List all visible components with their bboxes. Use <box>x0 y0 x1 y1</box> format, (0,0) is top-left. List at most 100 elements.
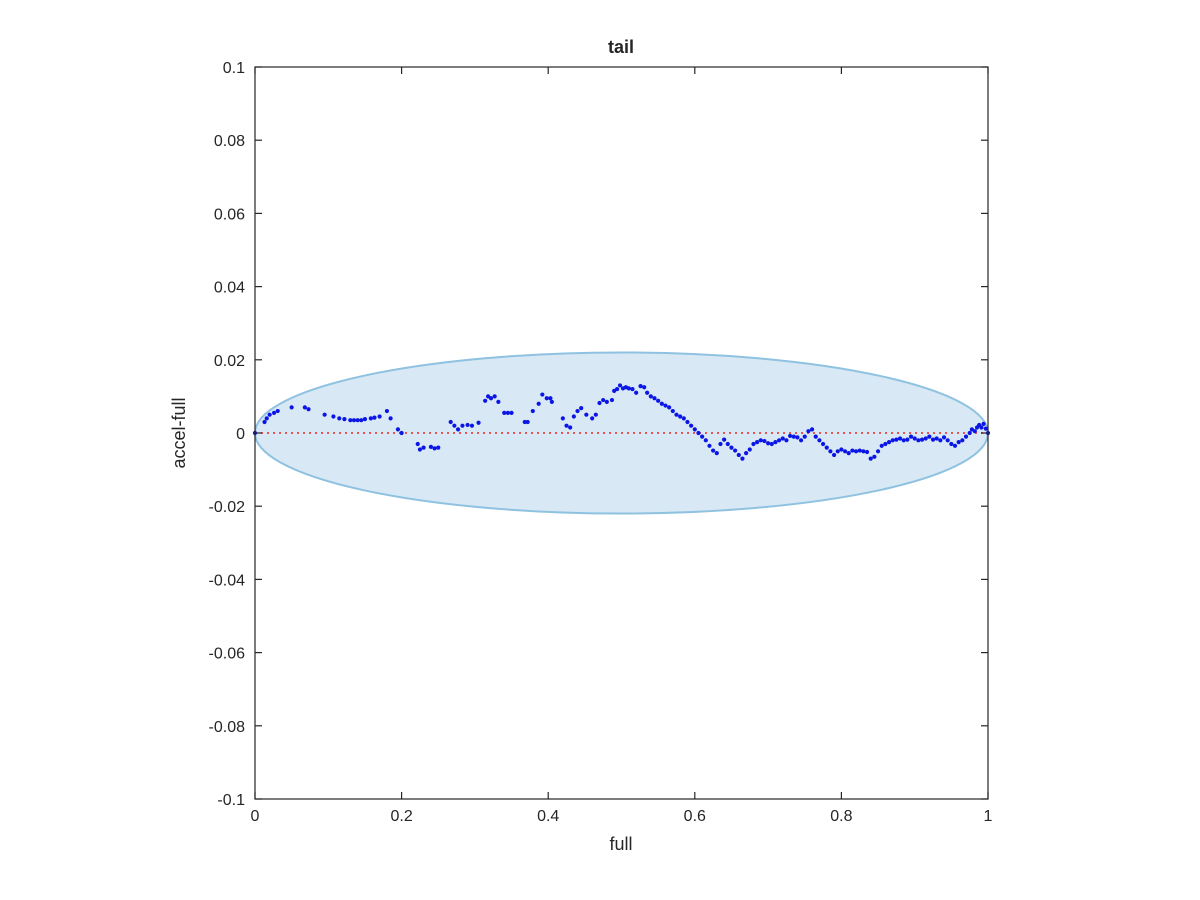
data-point <box>729 445 734 450</box>
axes: 0 0.2 0.4 0.6 0.8 1 0.1 0.08 0.06 0.04 0.02 0 -0.02 -… <box>209 60 993 825</box>
y-tick-label: -0.06 <box>209 646 246 663</box>
data-point <box>417 447 423 452</box>
data-point <box>886 440 892 445</box>
data-point <box>776 438 782 443</box>
data-point <box>751 441 756 447</box>
data-point <box>659 401 664 406</box>
data-point <box>740 456 745 461</box>
data-point <box>707 443 712 448</box>
y-tick-label: -0.04 <box>209 572 246 589</box>
data-point <box>322 412 327 417</box>
data-point <box>584 412 589 417</box>
data-point <box>952 443 958 448</box>
data-point <box>744 451 749 456</box>
data-point <box>945 438 950 443</box>
data-point <box>769 441 774 447</box>
data-point <box>648 394 653 399</box>
data-point <box>930 437 936 442</box>
data-point <box>839 447 844 452</box>
data-point <box>302 405 307 410</box>
chart-title: tail <box>608 37 634 57</box>
data-point <box>488 396 494 401</box>
data-point <box>718 441 723 447</box>
data-point <box>448 419 453 425</box>
data-point <box>912 436 917 441</box>
data-point <box>415 441 420 447</box>
data-point <box>831 452 837 458</box>
data-point <box>755 440 760 445</box>
y-tick-label: 0.06 <box>214 206 245 223</box>
x-axis-label: full <box>609 834 632 854</box>
data-point <box>916 438 921 443</box>
y-tick-label: -0.08 <box>209 719 246 736</box>
data-point <box>809 427 815 432</box>
data-point <box>267 412 272 417</box>
data-point <box>762 438 767 444</box>
data-point <box>766 441 771 446</box>
data-point <box>835 449 840 454</box>
data-point <box>784 438 789 443</box>
x-tick-label: 0.4 <box>537 808 559 825</box>
data-point <box>452 423 457 428</box>
data-point <box>525 419 530 425</box>
data-point <box>483 398 488 403</box>
data-point <box>530 408 535 414</box>
data-point <box>894 437 899 442</box>
data-point <box>813 434 818 439</box>
data-point <box>645 390 650 395</box>
data-point <box>846 451 851 456</box>
data-point <box>883 441 888 447</box>
data-point <box>868 456 873 461</box>
data-point <box>630 386 635 392</box>
data-point <box>685 419 690 425</box>
y-tick-label: -0.1 <box>217 792 245 809</box>
data-point <box>806 429 811 434</box>
y-tick-label: 0 <box>236 426 245 443</box>
data-point <box>795 435 800 440</box>
data-point <box>861 449 866 454</box>
data-point <box>667 405 672 410</box>
data-point <box>817 438 822 443</box>
data-point <box>593 412 598 417</box>
data-point <box>597 400 602 406</box>
x-tick-label: 1 <box>984 808 993 825</box>
data-point <box>604 399 609 404</box>
data-point <box>617 383 623 388</box>
data-point <box>696 430 701 436</box>
data-point <box>864 449 870 455</box>
data-point <box>579 406 584 411</box>
data-point <box>758 438 763 443</box>
data-point <box>575 408 580 414</box>
y-tick-label: 0.1 <box>223 60 245 77</box>
data-point <box>972 429 977 434</box>
data-point <box>436 445 441 450</box>
data-point <box>733 448 738 453</box>
data-point <box>476 420 481 425</box>
plot-area <box>252 351 991 515</box>
data-point <box>798 438 804 443</box>
data-point <box>384 408 390 414</box>
data-point <box>787 433 793 439</box>
data-point <box>901 438 906 443</box>
data-point <box>674 412 679 417</box>
data-point <box>934 436 939 441</box>
data-point <box>927 434 932 439</box>
data-point <box>348 418 353 423</box>
data-point <box>509 410 514 415</box>
data-point <box>979 425 984 430</box>
data-point <box>351 418 357 423</box>
data-point <box>362 416 368 422</box>
data-point <box>609 397 615 403</box>
data-point <box>355 418 360 423</box>
data-point <box>802 434 807 439</box>
data-point <box>923 436 928 441</box>
data-point <box>828 449 833 454</box>
data-point <box>981 421 986 426</box>
data-point <box>428 444 434 450</box>
data-point <box>663 403 668 408</box>
data-point <box>956 440 961 445</box>
data-point <box>670 408 675 414</box>
data-point <box>540 392 545 397</box>
data-point <box>395 427 401 432</box>
data-point <box>897 436 903 441</box>
